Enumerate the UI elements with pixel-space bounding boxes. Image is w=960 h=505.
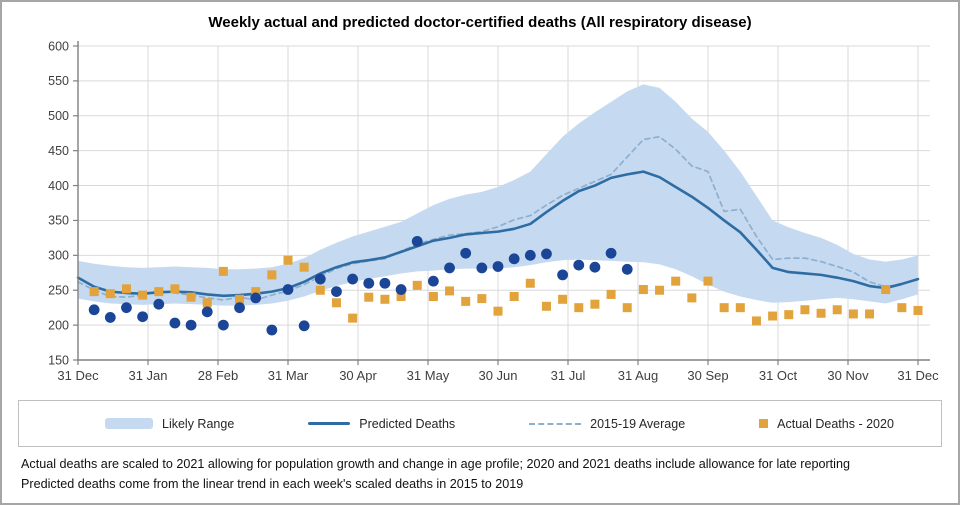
svg-text:31 Aug: 31 Aug <box>618 368 659 383</box>
predicted-line-swatch-icon <box>308 422 351 425</box>
legend-label: Actual Deaths - 2020 <box>777 416 894 431</box>
svg-text:31 Dec: 31 Dec <box>897 368 939 383</box>
legend-label: Likely Range <box>162 416 235 431</box>
chart-legend: Likely Range Predicted Deaths 2015-19 Av… <box>18 400 942 447</box>
svg-text:350: 350 <box>48 214 69 228</box>
svg-text:400: 400 <box>48 179 69 193</box>
average-dashed-swatch-icon <box>529 422 582 425</box>
svg-text:200: 200 <box>48 318 69 332</box>
chart-plot-area: 150 200 250 300 350 400 450 500 550 600 31 Dec 31 J… <box>48 39 939 383</box>
chart-title: Weekly actual and predicted doctor-certi… <box>208 14 752 31</box>
legend-label: Predicted Deaths <box>359 416 456 431</box>
footnote-line-1: Actual deaths are scaled to 2021 allowin… <box>21 457 850 471</box>
svg-text:450: 450 <box>48 144 69 158</box>
legend-item-predicted-deaths: Predicted Deaths <box>308 417 455 431</box>
likely-range-swatch-icon <box>105 418 153 429</box>
svg-text:31 Dec: 31 Dec <box>57 368 99 383</box>
svg-text:31 Oct: 31 Oct <box>759 368 798 383</box>
svg-text:30 Nov: 30 Nov <box>827 368 869 383</box>
svg-text:30 Jun: 30 Jun <box>478 368 517 383</box>
svg-text:31 May: 31 May <box>407 368 450 383</box>
svg-text:30 Sep: 30 Sep <box>687 368 728 383</box>
svg-text:500: 500 <box>48 109 69 123</box>
svg-text:250: 250 <box>48 284 69 298</box>
chart-footnotes: Actual deaths are scaled to 2021 allowin… <box>21 454 946 494</box>
actual-2020-square-swatch-icon <box>759 419 769 428</box>
svg-text:31 Mar: 31 Mar <box>268 368 309 383</box>
footnote-line-2: Predicted deaths come from the linear tr… <box>21 477 524 491</box>
svg-text:31 Jul: 31 Jul <box>551 368 586 383</box>
legend-label: 2015-19 Average <box>590 416 686 431</box>
svg-text:31 Jan: 31 Jan <box>128 368 167 383</box>
legend-item-actual-2020: Actual Deaths - 2020 <box>759 417 894 431</box>
svg-text:30 Apr: 30 Apr <box>339 368 377 383</box>
svg-text:150: 150 <box>48 353 69 367</box>
svg-text:600: 600 <box>48 39 69 53</box>
svg-text:28 Feb: 28 Feb <box>198 368 238 383</box>
svg-text:550: 550 <box>48 74 69 88</box>
svg-text:300: 300 <box>48 249 69 263</box>
legend-item-average: 2015-19 Average <box>529 417 685 431</box>
legend-item-likely-range: Likely Range <box>105 417 234 431</box>
